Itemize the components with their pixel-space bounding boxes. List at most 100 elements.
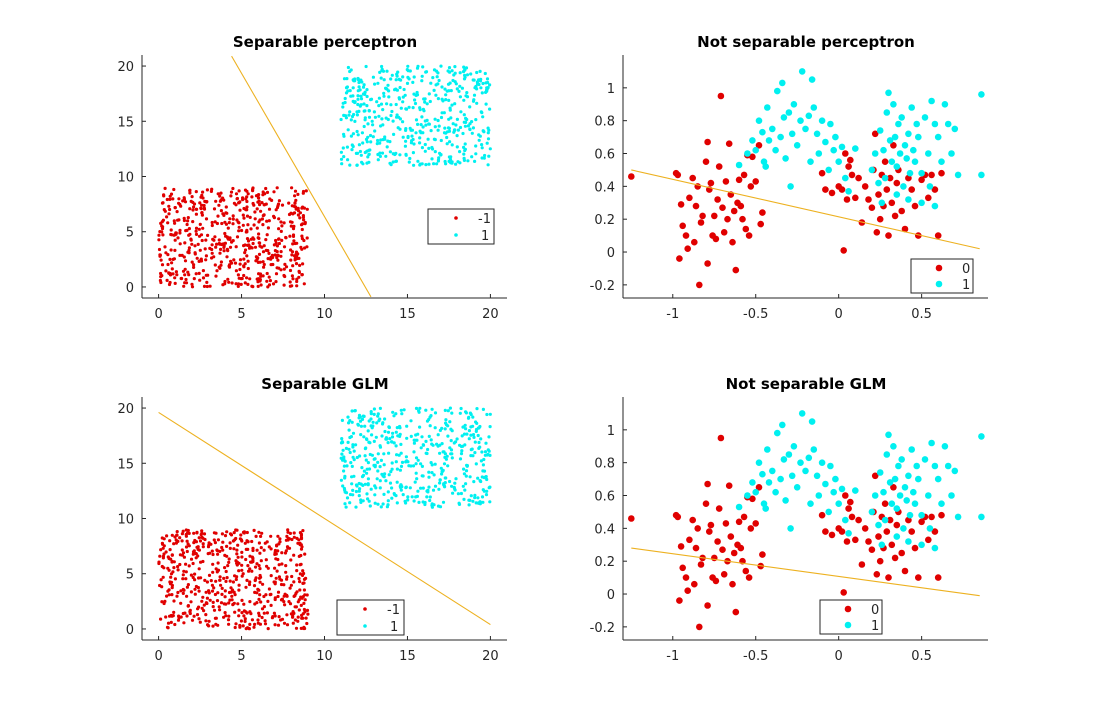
data-point bbox=[212, 608, 217, 612]
data-point bbox=[439, 64, 443, 68]
data-point bbox=[457, 89, 461, 93]
legend-marker-red bbox=[935, 264, 943, 272]
data-point bbox=[201, 196, 205, 200]
data-point bbox=[488, 412, 492, 416]
data-point bbox=[204, 254, 208, 258]
data-point bbox=[420, 435, 424, 439]
data-point bbox=[478, 134, 482, 138]
data-point bbox=[298, 263, 302, 267]
data-point bbox=[399, 442, 403, 446]
chart-title: Not separable perceptron bbox=[697, 33, 915, 51]
data-point bbox=[427, 417, 431, 422]
y-tick-label: 5 bbox=[126, 568, 134, 583]
data-point bbox=[684, 587, 691, 594]
data-point bbox=[378, 141, 382, 145]
data-point bbox=[396, 70, 400, 74]
data-point bbox=[435, 162, 439, 166]
data-point bbox=[249, 560, 253, 564]
data-point bbox=[463, 124, 467, 128]
data-point bbox=[438, 428, 442, 432]
y-tick-label: 5 bbox=[126, 226, 134, 241]
data-point bbox=[230, 281, 234, 285]
data-point bbox=[406, 495, 410, 499]
data-point bbox=[925, 150, 932, 157]
data-point bbox=[272, 611, 276, 615]
data-point bbox=[388, 150, 392, 154]
data-point bbox=[717, 92, 725, 100]
data-point bbox=[170, 593, 174, 597]
data-point bbox=[480, 143, 484, 147]
data-point bbox=[363, 424, 367, 428]
data-point bbox=[264, 593, 268, 597]
data-point bbox=[448, 106, 452, 110]
data-point bbox=[480, 91, 484, 95]
data-point bbox=[350, 482, 354, 486]
data-point bbox=[725, 140, 733, 147]
data-point bbox=[477, 78, 481, 82]
data-point bbox=[302, 607, 306, 612]
data-point bbox=[166, 221, 170, 225]
data-point bbox=[359, 78, 363, 82]
data-point bbox=[377, 96, 381, 100]
data-point bbox=[211, 624, 215, 628]
data-point bbox=[201, 595, 205, 599]
data-point bbox=[261, 260, 265, 264]
data-point bbox=[185, 594, 189, 598]
data-point bbox=[852, 145, 859, 152]
data-point bbox=[427, 475, 431, 479]
data-point bbox=[485, 77, 490, 81]
data-point bbox=[168, 207, 172, 212]
data-point bbox=[455, 117, 459, 121]
data-point bbox=[418, 108, 422, 112]
data-point bbox=[177, 197, 181, 201]
data-point bbox=[815, 492, 823, 499]
data-point bbox=[444, 98, 448, 102]
data-point bbox=[941, 101, 949, 108]
data-point bbox=[251, 548, 255, 553]
data-point bbox=[423, 97, 427, 101]
data-point bbox=[284, 570, 288, 574]
data-point bbox=[813, 130, 821, 138]
data-point bbox=[689, 174, 696, 182]
data-point bbox=[298, 216, 302, 220]
data-point bbox=[353, 119, 357, 123]
data-point bbox=[296, 209, 301, 213]
data-point bbox=[276, 594, 280, 599]
data-point bbox=[378, 417, 382, 421]
data-point bbox=[166, 589, 170, 593]
data-point bbox=[280, 597, 284, 601]
data-point bbox=[765, 479, 773, 486]
data-point bbox=[356, 422, 360, 426]
data-point bbox=[398, 153, 402, 157]
data-point bbox=[269, 547, 273, 551]
data-point bbox=[340, 162, 344, 166]
data-point bbox=[257, 611, 261, 615]
data-point bbox=[350, 114, 355, 119]
data-point bbox=[260, 531, 264, 535]
data-point bbox=[429, 438, 433, 442]
data-point bbox=[395, 113, 399, 117]
data-point bbox=[408, 156, 412, 161]
data-point bbox=[185, 585, 189, 589]
data-point bbox=[173, 221, 177, 225]
data-point bbox=[827, 120, 834, 128]
data-point bbox=[412, 450, 416, 454]
data-point bbox=[364, 458, 368, 462]
data-point bbox=[433, 117, 437, 121]
data-point bbox=[450, 103, 454, 107]
data-point bbox=[353, 100, 357, 104]
data-point bbox=[472, 98, 476, 102]
data-point bbox=[714, 538, 721, 545]
data-point bbox=[934, 475, 942, 483]
data-point bbox=[291, 233, 296, 237]
data-point bbox=[273, 596, 277, 600]
data-point bbox=[954, 513, 962, 521]
data-point bbox=[219, 209, 223, 213]
data-point bbox=[165, 625, 170, 629]
data-point bbox=[240, 568, 244, 572]
data-point bbox=[359, 433, 363, 437]
data-point bbox=[233, 625, 237, 630]
data-point bbox=[389, 77, 393, 81]
data-point bbox=[925, 194, 932, 202]
data-point bbox=[445, 135, 449, 140]
